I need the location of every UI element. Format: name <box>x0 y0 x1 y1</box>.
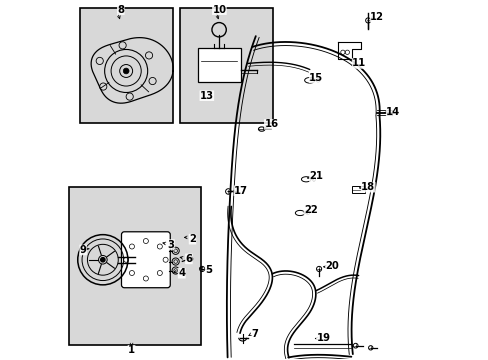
Text: 20: 20 <box>325 261 339 271</box>
Text: 11: 11 <box>351 58 366 68</box>
Bar <box>69 187 201 345</box>
Text: 4: 4 <box>178 268 185 278</box>
Text: 9: 9 <box>80 245 86 255</box>
Text: 19: 19 <box>316 333 330 343</box>
Text: 2: 2 <box>189 234 196 244</box>
Bar <box>197 48 240 82</box>
Text: 21: 21 <box>308 171 323 181</box>
Text: 5: 5 <box>205 265 212 275</box>
Text: 17: 17 <box>233 186 247 196</box>
Text: 16: 16 <box>264 120 278 129</box>
Circle shape <box>123 68 129 74</box>
FancyBboxPatch shape <box>121 232 170 288</box>
Bar <box>80 8 172 123</box>
Text: 13: 13 <box>200 91 213 101</box>
Text: 15: 15 <box>308 73 323 83</box>
Text: 10: 10 <box>212 5 226 15</box>
Text: 7: 7 <box>251 329 258 339</box>
Text: 14: 14 <box>386 107 400 117</box>
Text: 22: 22 <box>304 206 317 216</box>
Text: 6: 6 <box>185 254 192 264</box>
Text: 18: 18 <box>361 182 374 192</box>
Text: 1: 1 <box>128 345 135 355</box>
Text: 8: 8 <box>117 5 124 15</box>
Text: 12: 12 <box>369 12 384 22</box>
Bar <box>180 8 273 123</box>
Bar <box>351 186 364 193</box>
Text: 3: 3 <box>167 239 174 249</box>
Circle shape <box>101 258 105 262</box>
